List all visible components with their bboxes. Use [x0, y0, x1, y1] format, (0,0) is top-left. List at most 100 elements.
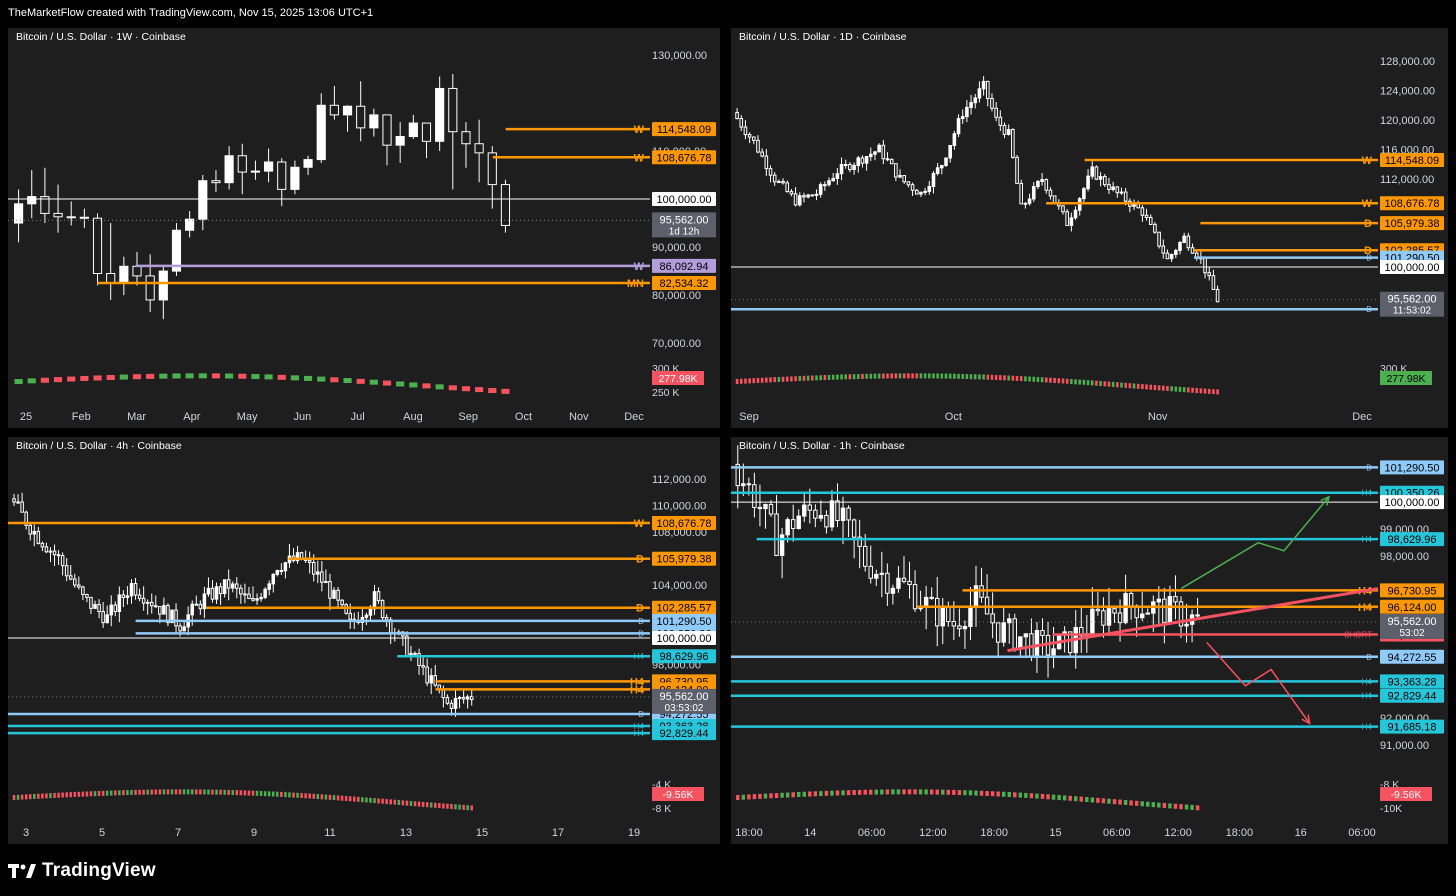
level-price-text: 101,290.50 [1384, 462, 1439, 474]
level-line[interactable]: W 114,548.09 [505, 122, 716, 137]
level-price-badge [1380, 599, 1444, 614]
chart-svg[interactable]: Bitcoin / U.S. Dollar · 1W · Coinbase 130… [8, 28, 720, 428]
candle [998, 110, 1003, 132]
weekly-chart-panel[interactable]: Bitcoin / U.S. Dollar · 1W · Coinbase 130… [8, 28, 720, 428]
level-price-text: 105,979.38 [656, 554, 711, 566]
level-line[interactable]: H4 98,629.96 [756, 532, 1444, 547]
candle [968, 586, 973, 640]
chart-svg[interactable]: Bitcoin / U.S. Dollar · 1D · Coinbase 128… [731, 28, 1448, 428]
candle [1203, 257, 1207, 279]
candle [831, 172, 835, 182]
candle [957, 608, 962, 637]
candle [901, 556, 907, 584]
candle [40, 167, 50, 224]
level-line[interactable]: W 114,548.09 [1084, 153, 1444, 168]
bearish-arrow[interactable] [1206, 642, 1311, 724]
level-line[interactable]: D 101,290.50 [731, 460, 1444, 475]
candle [927, 180, 932, 195]
candle [829, 490, 835, 532]
level-tag: H4 [1362, 535, 1373, 544]
candle [500, 179, 511, 233]
candle [1165, 249, 1170, 260]
level-line[interactable]: D 102,285.57 [205, 600, 716, 615]
level-line[interactable]: 100,000.00 [8, 192, 716, 206]
level-line[interactable]: D 105,979.38 [1200, 216, 1444, 231]
candle [380, 599, 385, 620]
x-tick-label: Nov [569, 411, 589, 423]
level-line[interactable]: H4 96,124.00 [917, 599, 1444, 614]
candle [303, 155, 313, 175]
candle [1153, 222, 1157, 234]
level-price-badge [1380, 153, 1444, 168]
candle [1119, 187, 1124, 196]
tradingview-logo-icon [8, 864, 36, 878]
level-line[interactable]: D94,272.55 [731, 302, 1444, 317]
candle [952, 130, 957, 150]
candle [105, 605, 109, 624]
level-line[interactable]: W 108,676.78 [8, 515, 716, 530]
level-line[interactable]: D 101,290.50 [135, 613, 716, 628]
candle [356, 611, 361, 625]
level-line[interactable]: 100,000.00 [731, 260, 1444, 275]
candle [1065, 209, 1069, 227]
candle [760, 148, 764, 158]
candle [106, 223, 116, 300]
bullish-arrow[interactable] [1180, 496, 1330, 590]
x-tick-label: 06:00 [858, 827, 886, 839]
level-price-text: 98,629.96 [1388, 534, 1437, 546]
chart-svg[interactable]: Bitcoin / U.S. Dollar · 4h · Coinbase 112… [8, 437, 720, 844]
chart-svg[interactable]: Bitcoin / U.S. Dollar · 1h · Coinbase99,… [731, 437, 1448, 844]
daily-chart-panel[interactable]: Bitcoin / U.S. Dollar · 1D · Coinbase 128… [731, 28, 1448, 428]
level-price-badge [652, 600, 716, 615]
x-tick-label: Nov [1148, 411, 1168, 423]
candle [839, 157, 844, 181]
candle [835, 483, 840, 528]
candle [1101, 597, 1106, 638]
level-line[interactable]: 100,000.00 [731, 495, 1444, 510]
candle [793, 187, 798, 207]
candle [113, 601, 118, 617]
candle [356, 81, 366, 142]
candle [14, 189, 24, 243]
candle [277, 158, 287, 207]
one-hour-chart-panel[interactable]: Bitcoin / U.S. Dollar · 1h · Coinbase 99,… [731, 437, 1448, 844]
level-line[interactable]: H4 92,829.44 [731, 688, 1444, 703]
level-line[interactable]: MN 82,534.32 [97, 275, 716, 290]
level-line[interactable]: W 108,676.78 [492, 150, 716, 165]
four-hour-chart-panel[interactable]: Bitcoin / U.S. Dollar · 4h · Coinbase 112… [8, 437, 720, 844]
level-price-text: 108,676.78 [1384, 198, 1439, 210]
level-line[interactable]: D 105,979.38 [288, 551, 716, 566]
x-tick-label: 18:00 [1226, 827, 1254, 839]
level-line[interactable]: W 108,676.78 [1046, 196, 1444, 211]
candle [44, 542, 49, 554]
level-price-text: 108,676.78 [656, 518, 711, 530]
level-line[interactable]: 100,000.00 [8, 631, 716, 646]
level-price-badge [1380, 196, 1444, 211]
level-line[interactable]: H4 91,685.18 [731, 719, 1444, 734]
candle [827, 177, 831, 187]
level-price-badge [652, 275, 716, 290]
level-price-badge [1380, 688, 1444, 703]
level-line[interactable]: W 86,092.94 [135, 258, 716, 273]
candle [141, 586, 146, 611]
candle [408, 114, 418, 139]
y-tick-label: 90,000.00 [652, 242, 701, 254]
candle [291, 548, 296, 563]
x-tick-label: Oct [515, 411, 532, 423]
candle [940, 597, 945, 645]
trendline[interactable] [1007, 587, 1379, 653]
level-price-text: 91,685.18 [1388, 722, 1437, 734]
candle [1189, 609, 1195, 643]
level-line[interactable]: H4 92,829.44 [8, 726, 716, 741]
candle [779, 527, 785, 579]
level-line[interactable]: H4 98,629.96 [397, 649, 716, 664]
candle [1132, 199, 1136, 211]
level-price-text: 96,730.95 [1388, 585, 1437, 597]
level-price-text: 100,000.00 [656, 194, 711, 206]
candle [807, 488, 813, 524]
